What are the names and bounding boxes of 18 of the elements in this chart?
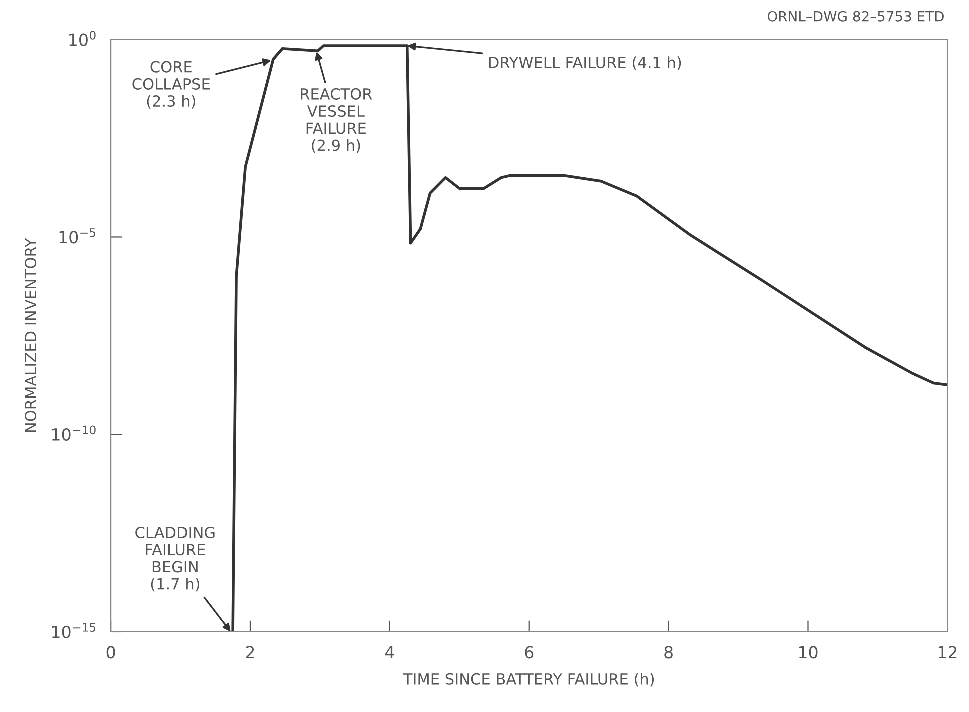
text: ORNL–DWG 82–5753 ETD [768, 11, 944, 22]
y-axis-title: NORMALIZED INVENTORY [25, 238, 37, 432]
annotation: CLADDING FAILURE BEGIN (1.7 h) [136, 526, 215, 592]
x-tick-label: 0 [106, 646, 116, 659]
x-tick-label: 2 [246, 646, 254, 659]
x-tick-label: 10 [799, 646, 818, 659]
y-tick-label: 10$^{0}$ [70, 31, 96, 46]
annotation: CORE COLLAPSE (2.3 h) [132, 61, 210, 109]
annotation: REACTOR VESSEL FAILURE (2.9 h) [301, 88, 372, 154]
annotation: DRYWELL FAILURE (4.1 h) [489, 56, 682, 70]
y-tick-label: 10$^{−15}$ [52, 623, 96, 638]
x-tick-label: 4 [385, 646, 394, 659]
y-tick-label: 10$^{−10}$ [52, 426, 96, 442]
x-tick-label: 12 [938, 646, 957, 659]
x-axis-title: TIME SINCE BATTERY FAILURE (h) [403, 673, 654, 687]
x-tick-label: 6 [525, 646, 534, 659]
y-tick-label: 10$^{−5}$ [60, 228, 96, 244]
x-tick-label: 8 [664, 646, 673, 659]
